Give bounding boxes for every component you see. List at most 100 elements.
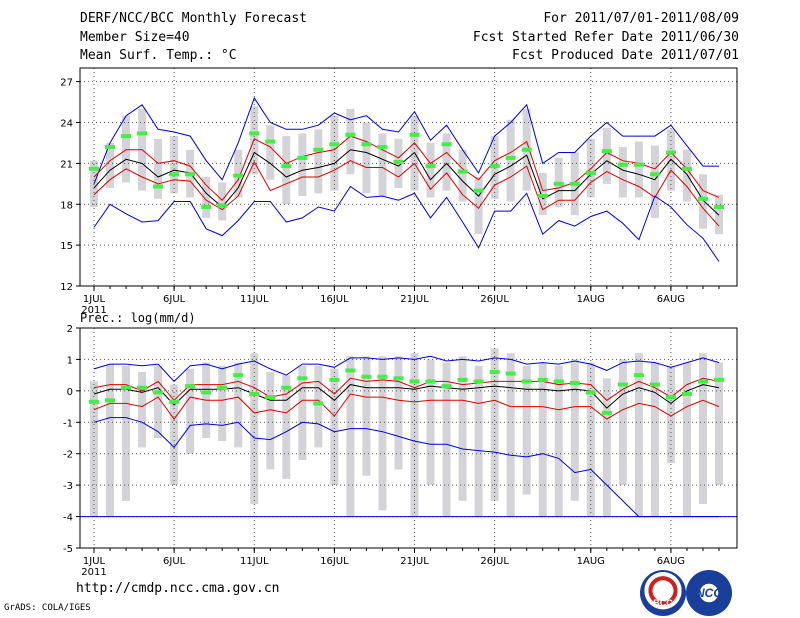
- temp-obs-mark: [537, 194, 548, 199]
- temp-obs-mark: [329, 142, 340, 147]
- prec-obs-mark: [425, 379, 436, 384]
- prec-spread-box: [698, 353, 707, 504]
- member-size-label: Member Size=40: [80, 30, 190, 45]
- prec-obs-mark: [89, 399, 99, 404]
- temp-spread-box: [650, 145, 659, 218]
- temp-xtick-label: 21JUL: [400, 294, 429, 305]
- temp-spread-box: [154, 138, 163, 199]
- temp-obs-mark: [169, 172, 180, 177]
- temp-obs-mark: [697, 196, 708, 201]
- temp-spread-box: [538, 172, 547, 216]
- temp-spread-box: [202, 177, 211, 218]
- prec-spread-box: [362, 356, 371, 476]
- temp-ytick-label: 24: [60, 119, 73, 130]
- temp-obs-mark: [105, 145, 116, 150]
- source-url[interactable]: http://cmdp.ncc.cma.gov.cn: [76, 581, 280, 596]
- temp-obs-mark: [681, 166, 692, 171]
- temp-spread-box: [266, 125, 275, 180]
- prec-obs-mark: [137, 385, 148, 390]
- prec-spread-box: [410, 353, 419, 517]
- prec-ytick-label: -4: [63, 513, 73, 524]
- temp-obs-mark: [585, 170, 596, 175]
- temp-ytick-label: 12: [60, 282, 73, 293]
- temp-xtick-label: 6AUG: [657, 294, 685, 305]
- temp-series-upper-pct: [93, 135, 720, 201]
- temp-obs-mark: [521, 147, 532, 152]
- prec-ytick-label: -2: [63, 450, 73, 461]
- prec-spread-box: [186, 368, 195, 454]
- prec-spread-box: [218, 365, 227, 442]
- prec-spread-box: [330, 368, 339, 486]
- prec-obs-mark: [681, 392, 692, 396]
- temp-obs-mark: [185, 172, 196, 177]
- prec-obs-mark: [489, 370, 500, 374]
- temp-obs-mark: [137, 131, 148, 136]
- temp-spread-box: [314, 129, 323, 194]
- temp-xtick-label: 16JUL: [320, 294, 349, 305]
- prec-xtick-label: 1JUL: [83, 556, 106, 567]
- temp-spread-box: [90, 160, 98, 207]
- prec-obs-mark: [121, 385, 132, 390]
- temp-obs-mark: [425, 164, 436, 169]
- prec-obs-mark: [457, 377, 468, 382]
- temp-spread-box: [698, 174, 707, 229]
- prec-ytick-label: 0: [67, 387, 73, 398]
- prec-obs-mark: [601, 410, 612, 415]
- prec-series-max: [93, 355, 720, 383]
- started-refer-date: Fcst Started Refer Date 2011/06/30: [472, 30, 739, 45]
- temp-series-lower-pct: [93, 160, 720, 227]
- prec-ytick-label: -3: [63, 481, 73, 492]
- produced-date: Fcst Produced Date 2011/07/01: [512, 48, 739, 63]
- temp-spread-box: [458, 149, 467, 202]
- prec-obs-mark: [537, 377, 548, 382]
- temp-spread-box: [426, 142, 435, 198]
- prec-spread-box: [346, 356, 355, 517]
- prec-obs-mark: [345, 368, 356, 373]
- prec-plot-frame: [79, 327, 738, 549]
- prec-ytick-label: 2: [67, 324, 73, 335]
- temp-obs-mark: [409, 132, 420, 137]
- temp-spread-box: [715, 194, 723, 235]
- prec-obs-mark: [201, 390, 212, 395]
- prec-obs-mark: [313, 401, 324, 406]
- prec-obs-mark: [361, 374, 372, 379]
- prec-xtick-label: 6AUG: [657, 556, 685, 567]
- temp-obs-mark: [505, 155, 516, 160]
- temp-spread-box: [682, 149, 691, 202]
- prec-spread-box: [506, 353, 515, 517]
- prec-obs-mark: [297, 376, 308, 381]
- temp-spread-box: [282, 136, 291, 205]
- temp-ytick-label: 18: [60, 200, 73, 211]
- prec-obs-mark: [521, 379, 532, 384]
- prec-obs-mark: [505, 371, 516, 376]
- temp-obs-mark: [457, 169, 468, 174]
- prec-spread-box: [618, 359, 627, 486]
- temp-series-max: [93, 96, 719, 184]
- prec-spread-box: [106, 364, 115, 517]
- temp-spread-box: [442, 133, 451, 191]
- prec-spread-box: [458, 356, 467, 501]
- prec-spread-box: [474, 365, 483, 517]
- prec-xtick-label: 21JUL: [400, 556, 429, 567]
- temp-obs-mark: [441, 142, 452, 147]
- temp-obs-mark: [473, 188, 484, 193]
- prec-xtick-label: 1AUG: [577, 556, 605, 567]
- temp-obs-mark: [553, 181, 564, 186]
- temp-obs-mark: [714, 204, 724, 209]
- prec-spread-box: [426, 359, 435, 486]
- temp-obs-mark: [233, 173, 244, 178]
- temp-obs-mark: [89, 166, 99, 171]
- temp-obs-mark: [121, 134, 132, 139]
- temp-obs-mark: [345, 132, 356, 137]
- temp-spread-box: [330, 115, 339, 191]
- prec-spread-box: [298, 365, 307, 460]
- prec-obs-mark: [281, 385, 292, 390]
- prec-spread-box: [170, 384, 179, 486]
- prec-spread-box: [715, 362, 723, 486]
- prec-obs-mark: [665, 395, 676, 400]
- prec-obs-mark: [441, 384, 452, 389]
- prec-ytick-label: -1: [63, 418, 73, 429]
- temp-obs-mark: [601, 149, 612, 154]
- prec-spread-box: [138, 372, 147, 448]
